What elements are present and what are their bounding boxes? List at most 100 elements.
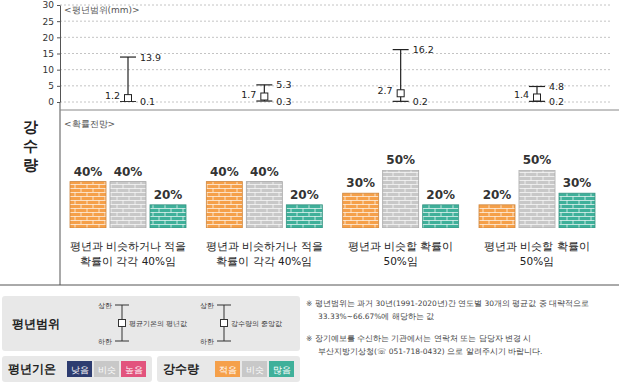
category-line: 50%임 xyxy=(383,255,417,267)
bar-label: 50% xyxy=(386,153,415,167)
bar xyxy=(70,182,106,228)
category-line: 평년과 비슷하거나 적을 xyxy=(206,240,323,252)
category-line: 평년과 비슷하거나 적을 xyxy=(70,240,187,252)
legend: 강수량적음비슷많음 xyxy=(157,356,300,382)
chart-title: <평년범위(mm)> xyxy=(64,5,140,15)
legend-label: 높음 xyxy=(125,365,143,375)
key-box xyxy=(2,296,300,351)
category-line: 확률이 각각 40%임 xyxy=(80,255,176,267)
bar-label: 30% xyxy=(346,176,375,190)
bar xyxy=(246,182,282,228)
row-label-char: 수 xyxy=(23,137,38,155)
tick-label: 10 xyxy=(43,65,55,75)
tick: 10 xyxy=(43,65,60,75)
key-box-marker xyxy=(221,320,228,327)
tick-label: 30 xyxy=(43,0,55,10)
divider xyxy=(0,285,619,286)
page-root: 강수량 0 5 10 15 20 25 30 <평년범위(mm)> 13.9 0.1 1.2 5.3 0.… xyxy=(0,0,619,384)
row-label-char: 량 xyxy=(23,156,38,174)
tick-label: 0 xyxy=(48,97,54,107)
legend-label: 비슷 xyxy=(246,365,264,375)
bar-labels: 40%40%30%20%40%40%50%50%20%20%20%30% xyxy=(74,153,592,202)
category-line: 50%임 xyxy=(520,255,554,267)
bar-label: 40% xyxy=(74,165,103,179)
bar-label: 50% xyxy=(523,153,552,167)
tick-label: 15 xyxy=(43,49,54,59)
legend-title: 평년기온 xyxy=(8,362,56,376)
tick-mark xyxy=(57,70,60,71)
bar xyxy=(150,205,186,228)
median-label: 1.7 xyxy=(241,89,256,100)
median-box xyxy=(261,93,268,100)
median-box xyxy=(125,95,132,102)
upper-label: 13.9 xyxy=(140,52,161,63)
legend-swatch xyxy=(269,361,294,377)
tick-label: 5 xyxy=(48,81,54,91)
key-title: 평년범위 xyxy=(12,317,60,331)
key-cap xyxy=(217,305,231,306)
grid-line xyxy=(60,37,612,38)
tick-mark xyxy=(57,37,60,38)
range-cap-upper xyxy=(120,56,136,57)
median-box xyxy=(534,94,541,101)
bar xyxy=(559,193,595,228)
chart-title: <확률전망> xyxy=(64,119,115,129)
legend-swatch xyxy=(121,361,146,377)
bar xyxy=(206,182,242,228)
range-cap-upper xyxy=(256,84,272,85)
legend-label: 적음 xyxy=(219,365,237,375)
divider xyxy=(60,102,61,285)
page: 강수량 0 5 10 15 20 25 30 <평년범위(mm)> 13.9 0.1 1.2 5.3 0.… xyxy=(0,0,619,384)
legend-box xyxy=(2,356,152,382)
tick-label: 20 xyxy=(43,33,55,43)
row-label-char: 강 xyxy=(23,118,38,136)
bar-label: 40% xyxy=(210,165,239,179)
tick-label: 25 xyxy=(43,17,54,27)
bar-label: 40% xyxy=(114,165,143,179)
tick-mark xyxy=(57,102,60,103)
tick: 15 xyxy=(43,49,60,59)
grid-line xyxy=(60,69,612,70)
bar-label: 40% xyxy=(250,165,279,179)
key-upper: 상한 xyxy=(98,302,112,310)
tick-mark xyxy=(57,21,60,22)
range-marks xyxy=(120,50,545,102)
tick-mark xyxy=(57,5,60,6)
key-cap xyxy=(115,341,129,342)
upper-label: 16.2 xyxy=(413,44,434,55)
bar xyxy=(383,170,419,228)
legend-label: 낮음 xyxy=(71,365,89,375)
range-labels: 13.90.11.25.30.31.716.20.22.74.80.21.4 xyxy=(105,44,564,107)
legend-swatch xyxy=(94,361,119,377)
bar xyxy=(286,205,322,228)
y-axis: 0 5 10 15 20 25 30 xyxy=(43,0,61,107)
median-label: 1.2 xyxy=(105,90,120,101)
key-label: 강수량의 중앙값 xyxy=(231,320,282,328)
range-cap-upper xyxy=(529,86,545,87)
tick-mark xyxy=(57,86,60,87)
legend-label: 비슷 xyxy=(98,365,116,375)
legend-title: 강수량 xyxy=(163,362,199,376)
bar-label: 20% xyxy=(426,188,455,202)
upper-label: 5.3 xyxy=(276,79,291,90)
tick: 0 xyxy=(48,97,60,107)
lower-label: 0.2 xyxy=(549,96,564,107)
lower-label: 0.1 xyxy=(140,96,155,107)
category-line: 확률이 각각 40%임 xyxy=(216,255,312,267)
bar xyxy=(519,170,555,228)
tick: 25 xyxy=(43,17,60,27)
legend-box xyxy=(157,356,300,382)
range-cap-upper xyxy=(393,49,409,50)
category-label: 평년과 비슷하거나 적을확률이 각각 40%임 xyxy=(206,240,323,267)
range-cap-lower xyxy=(256,100,272,101)
key-cap xyxy=(217,341,231,342)
tick: 5 xyxy=(48,81,60,91)
note-line: ※ 평년범위는 과거 30년(1991-2020년)간 연도별 30개의 평균값… xyxy=(306,299,589,308)
grid xyxy=(60,5,612,102)
legend-swatch xyxy=(67,361,92,377)
tick-mark xyxy=(57,54,60,55)
range-key: 평년범위상한하한평균기온의 평년값상한하한강수량의 중앙값 xyxy=(2,296,300,351)
key-lower: 하한 xyxy=(98,338,112,346)
notes: ※ 평년범위는 과거 30년(1991-2020년)간 연도별 30개의 평균값… xyxy=(306,299,589,356)
key-label: 평균기온의 평년값 xyxy=(129,320,187,328)
